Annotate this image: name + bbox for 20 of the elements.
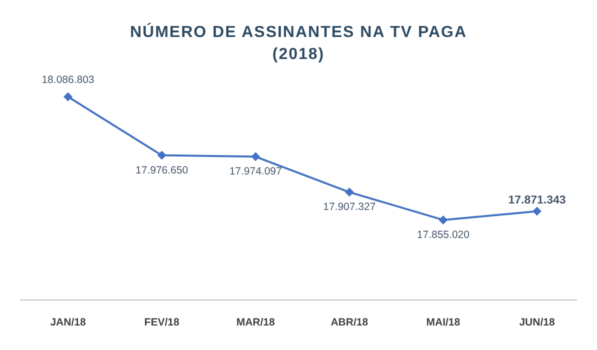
- x-tick-label: FEV/18: [144, 316, 180, 328]
- point: [251, 152, 260, 162]
- x-tick-label: MAI/18: [426, 316, 460, 328]
- x-tick-label: ABR/18: [330, 316, 368, 328]
- point: [157, 150, 166, 160]
- point: [438, 215, 448, 224]
- data-label: 18.086.803: [42, 74, 94, 86]
- data-label: 17.871.343: [508, 194, 566, 206]
- chart-subtitle: (2018): [271, 45, 326, 65]
- point: [532, 206, 542, 216]
- point: [344, 188, 354, 197]
- x-tick-label: JAN/18: [50, 316, 86, 328]
- x-tick-label: MAR/18: [236, 316, 276, 328]
- data-label: 17.976.650: [136, 164, 188, 176]
- data-label: 17.855.020: [416, 228, 470, 241]
- x-tick-label: JUN/18: [519, 316, 555, 328]
- data-label: 17.974.097: [229, 166, 282, 178]
- data-label: 17.907.327: [323, 201, 376, 214]
- chart-title: NÚMERO DE ASSINANTES NA TV PAGA: [128, 22, 468, 43]
- point: [64, 92, 72, 102]
